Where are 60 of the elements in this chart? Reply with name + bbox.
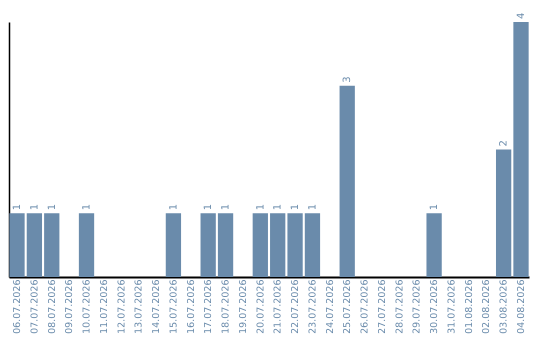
data-label: 1 xyxy=(46,204,58,210)
data-label: 1 xyxy=(29,204,40,210)
x-tick-label: 12.07.2026 xyxy=(116,280,128,334)
x-tick-label: 27.07.2026 xyxy=(376,280,388,334)
data-label: 1 xyxy=(290,204,302,210)
data-label: 1 xyxy=(307,204,318,210)
x-tick-label: 31.07.2026 xyxy=(446,280,458,334)
x-tick-label: 07.07.2026 xyxy=(29,280,40,334)
data-label: 3 xyxy=(342,76,354,83)
x-tick-label: 01.08.2026 xyxy=(464,280,475,334)
data-label: 1 xyxy=(255,204,266,210)
x-tick-label: 18.07.2026 xyxy=(220,280,232,334)
data-label: 1 xyxy=(203,204,214,210)
x-tick-label: 13.07.2026 xyxy=(134,280,145,334)
bar xyxy=(340,86,355,277)
data-label: 4 xyxy=(516,12,528,19)
x-tick-label: 08.07.2026 xyxy=(46,280,58,334)
data-label: 1 xyxy=(220,204,232,210)
bar xyxy=(200,213,216,277)
x-tick-label: 06.07.2026 xyxy=(12,280,23,334)
x-tick-label: 28.07.2026 xyxy=(394,280,406,334)
x-tick-label: 09.07.2026 xyxy=(64,280,76,334)
data-label: 1 xyxy=(272,204,284,210)
x-tick-label: 24.07.2026 xyxy=(324,280,336,334)
data-label: 1 xyxy=(429,204,440,210)
x-tick-label: 19.07.2026 xyxy=(238,280,249,334)
x-tick-label: 29.07.2026 xyxy=(412,280,423,334)
x-tick-label: 14.07.2026 xyxy=(151,280,162,334)
bar xyxy=(496,150,512,277)
x-tick-label: 11.07.2026 xyxy=(98,280,110,334)
x-tick-label: 10.07.2026 xyxy=(82,280,93,334)
bar xyxy=(78,213,94,277)
x-tick-label: 30.07.2026 xyxy=(429,280,440,334)
x-tick-label: 16.07.2026 xyxy=(186,280,197,334)
x-tick-label: 25.07.2026 xyxy=(342,280,354,334)
x-tick-label: 15.07.2026 xyxy=(168,280,180,334)
bar xyxy=(26,213,42,277)
bar xyxy=(426,213,442,277)
bar xyxy=(513,22,529,277)
data-label: 1 xyxy=(82,204,93,210)
x-tick-label: 23.07.2026 xyxy=(307,280,318,334)
x-tick-label: 03.08.2026 xyxy=(498,280,510,334)
x-tick-label: 21.07.2026 xyxy=(272,280,284,334)
bar xyxy=(270,213,286,277)
x-tick-label: 04.08.2026 xyxy=(516,280,528,334)
data-label: 2 xyxy=(498,140,510,146)
bar xyxy=(218,213,234,277)
bar xyxy=(9,213,25,277)
x-tick-label: 20.07.2026 xyxy=(255,280,266,334)
x-tick-label: 02.08.2026 xyxy=(481,280,492,334)
bar xyxy=(287,213,303,277)
data-label: 1 xyxy=(168,204,180,210)
bar xyxy=(166,213,182,277)
bar xyxy=(304,213,320,277)
data-label: 1 xyxy=(12,204,23,210)
bar xyxy=(44,213,60,277)
x-tick-label: 17.07.2026 xyxy=(203,280,214,334)
bar xyxy=(252,213,268,277)
x-tick-label: 26.07.2026 xyxy=(360,280,371,334)
x-tick-label: 22.07.2026 xyxy=(290,280,302,334)
